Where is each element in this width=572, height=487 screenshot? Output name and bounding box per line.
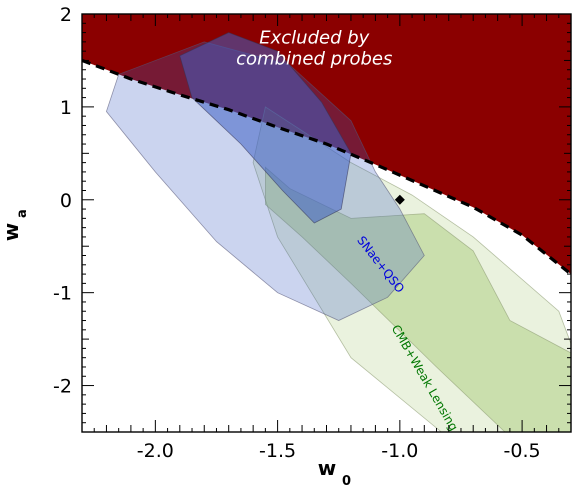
y-tick-label: -2: [53, 376, 72, 398]
y-axis-label: w: [0, 223, 23, 241]
x-tick-label: -0.5: [504, 440, 541, 462]
excluded-label-line: Excluded by: [259, 28, 369, 49]
excluded-label-line: combined probes: [236, 49, 392, 70]
axes-frame: [81, 13, 572, 433]
y-tick-label: 2: [60, 4, 72, 26]
x-axis-subscript: 0: [342, 474, 351, 487]
boundary-dashed-line: [82, 58, 571, 276]
cmb-wl-inner-contour: [265, 166, 571, 432]
y-tick-label: 1: [60, 97, 72, 119]
x-tick-label: -1.5: [259, 440, 296, 462]
snae-qso-outer-contour: [105, 41, 425, 321]
y-tick-label: -1: [53, 283, 72, 305]
y-tick-label: 0: [60, 190, 72, 212]
x-tick-label: -2.0: [137, 440, 174, 462]
y-axis-subscript: a: [15, 209, 30, 218]
x-tick-label: -1.0: [381, 440, 418, 462]
snae-qso-inner-contour: [179, 32, 352, 224]
lcdm-diamond-marker: [394, 194, 405, 205]
x-axis-label: w: [318, 456, 336, 480]
